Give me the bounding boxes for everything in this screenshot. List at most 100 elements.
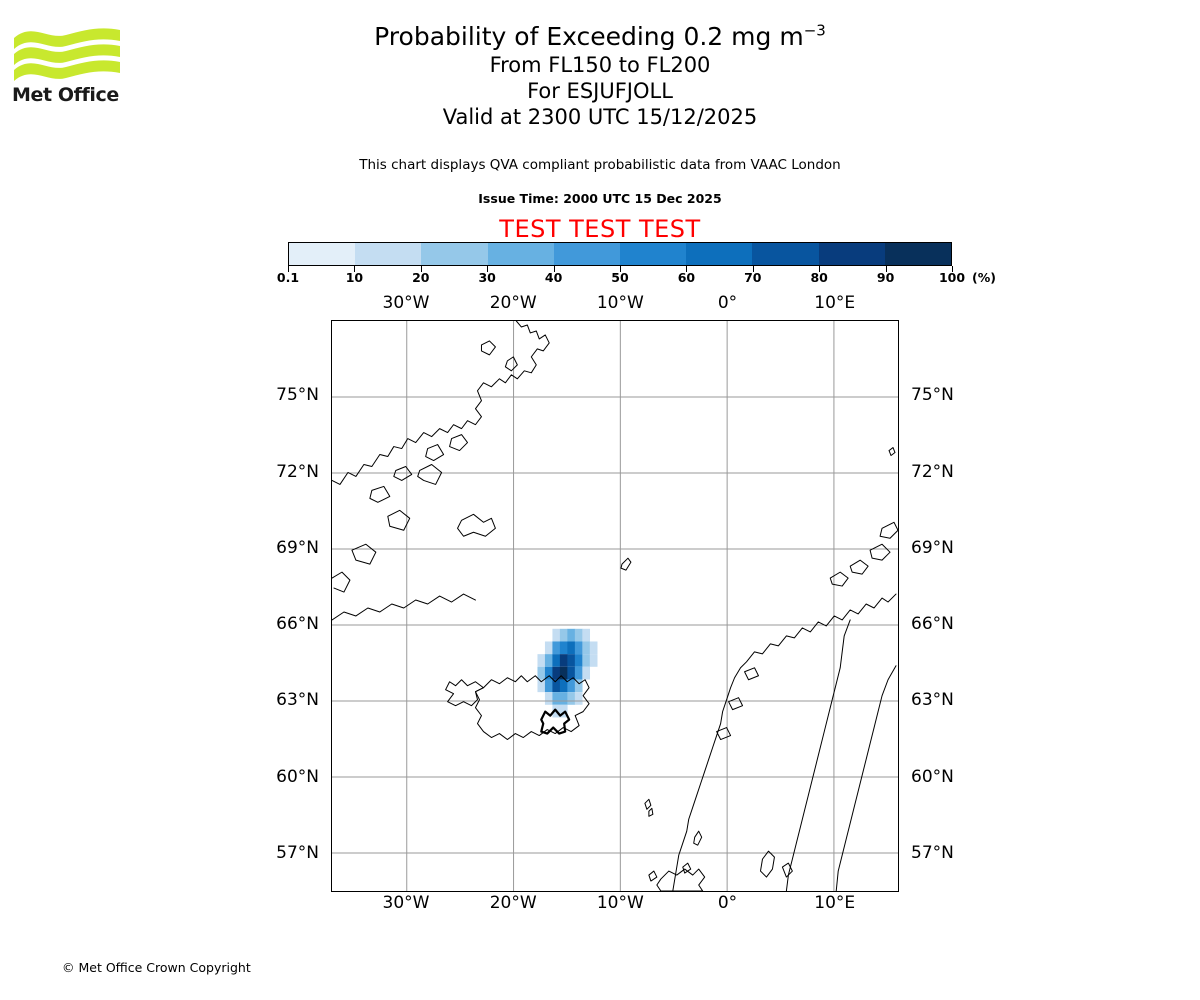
longitude-tick-label-bottom: 20°W: [489, 893, 537, 913]
ash-probability-cell: [582, 666, 591, 680]
colorbar-tick-label: 30: [478, 270, 496, 285]
colorbar-tick: [420, 266, 422, 272]
title-exponent: −3: [803, 21, 826, 40]
colorbar-tick-label: 80: [810, 270, 828, 285]
colorbar-band-0: [289, 243, 356, 265]
colorbar-tick: [553, 266, 555, 272]
norway-coastline: [672, 593, 897, 891]
longitude-tick-label-bottom: 10°W: [596, 893, 644, 913]
ash-probability-cell: [552, 692, 561, 705]
latitude-tick-label-right: 66°N: [911, 614, 954, 635]
test-banner: TEST TEST TEST: [499, 215, 701, 243]
ash-probability-cell: [544, 679, 553, 693]
greenland-peninsula-2: [387, 509, 411, 531]
norway-troms: [869, 543, 891, 561]
faroe-islands: [644, 798, 652, 810]
colorbar-tick: [819, 266, 821, 272]
ash-probability-cell: [567, 679, 576, 693]
hebrides-islands: [648, 870, 658, 882]
greenland-inlet-1: [449, 434, 469, 452]
longitude-tick-label-top: 0°: [717, 293, 738, 313]
colorbar-tick: [354, 266, 356, 272]
iceland-glacier-outline: [540, 708, 571, 735]
norway-fjord-2: [728, 697, 744, 711]
colorbar-tick: [885, 266, 887, 272]
ash-probability-cell: [552, 666, 561, 680]
ash-probability-cell: [544, 666, 553, 680]
scotland-coastline: [656, 868, 706, 891]
ash-probability-cell: [544, 654, 553, 667]
latitude-tick-label-left: 72°N: [276, 461, 319, 482]
norway-vesteralen: [849, 559, 869, 575]
latitude-tick-label-left: 75°N: [276, 385, 319, 406]
met-office-logo: Met Office: [12, 24, 122, 116]
ash-probability-cell: [559, 704, 568, 718]
longitude-tick-label-top: 10°E: [814, 293, 856, 313]
colorbar-tick-label: 60: [677, 270, 696, 285]
ash-probability-cell: [567, 654, 576, 667]
colorbar-tick: [686, 266, 688, 272]
longitude-tick-label-bottom: 0°: [717, 893, 738, 913]
colorbar-tick-label: 50: [611, 270, 629, 285]
latitude-tick-label-left: 60°N: [276, 766, 319, 787]
greenland-peninsula-3: [351, 543, 377, 565]
ash-probability-cell: [582, 641, 591, 655]
ash-probability-cell: [574, 666, 583, 680]
latitude-tick-label-left: 63°N: [276, 690, 319, 711]
latitude-tick-label-right: 75°N: [911, 385, 954, 406]
iceland-westfjords: [445, 679, 484, 707]
orkney-islands: [682, 862, 692, 874]
ash-probability-cell: [582, 628, 591, 642]
colorbar-tick-label: 40: [544, 270, 563, 285]
ash-probability-cell: [559, 654, 568, 667]
greenland-fjord-2: [504, 356, 518, 372]
ash-probability-cell: [567, 641, 576, 655]
ash-probability-cell: [574, 641, 583, 655]
ash-probability-layer: [537, 628, 598, 718]
norway-finnmark: [879, 521, 898, 539]
ash-probability-cell: [574, 654, 583, 667]
met-office-wordmark: Met Office: [12, 84, 119, 106]
latitude-tick-label-right: 57°N: [911, 842, 954, 863]
map-panel[interactable]: [331, 320, 899, 892]
colorbar-band-2: [421, 243, 488, 265]
page-title: Probability of Exceeding 0.2 mg m−3: [0, 22, 1200, 52]
colorbar-tick: [288, 266, 289, 272]
volcano-line: For ESJUFJOLL: [527, 79, 673, 103]
met-office-wave-mark: [14, 28, 120, 81]
latitude-tick-label-left: 66°N: [276, 614, 319, 635]
norway-fjord-3: [716, 727, 732, 741]
colorbar-tick-label: 70: [744, 270, 762, 285]
colorbar-band-5: [620, 243, 687, 265]
greenland-south-tip: [332, 571, 351, 593]
flight-level-line: From FL150 to FL200: [489, 53, 711, 77]
iceland-coastline: [474, 675, 590, 741]
ash-probability-cell: [552, 641, 561, 655]
latitude-tick-label-right: 72°N: [911, 461, 954, 482]
colorbar-tick-label: 20: [412, 270, 430, 285]
colorbar-tick: [952, 266, 953, 272]
latitude-tick-label-right: 63°N: [911, 690, 954, 711]
ash-probability-cell: [559, 628, 568, 642]
colorbar-tick-label: 0.1: [276, 270, 300, 285]
greenland-inlet-3: [393, 465, 413, 481]
valid-time-line: Valid at 2300 UTC 15/12/2025: [442, 105, 758, 129]
faroe-islands-2: [648, 807, 654, 817]
ash-probability-cell: [559, 641, 568, 655]
ash-probability-cell: [567, 692, 576, 705]
chart-title-block: Probability of Exceeding 0.2 mg m−3 From…: [0, 22, 1200, 130]
greenland-fjord-1: [480, 340, 496, 356]
longitude-tick-label-bottom: 10°E: [814, 893, 856, 913]
ash-probability-cell: [589, 641, 598, 655]
greenland-peninsula-1: [417, 463, 443, 485]
colorbar-tick: [487, 266, 489, 272]
ash-probability-cell: [582, 654, 591, 667]
longitude-tick-label-top: 20°W: [489, 293, 537, 313]
greenland-lower-coast: [332, 593, 476, 621]
ash-probability-cell: [552, 628, 561, 642]
ash-probability-cell: [552, 654, 561, 667]
latitude-tick-label-left: 57°N: [276, 842, 319, 863]
denmark-zealand: [781, 862, 793, 878]
latitude-tick-label-right: 69°N: [911, 537, 954, 558]
ash-probability-cell: [559, 679, 568, 693]
